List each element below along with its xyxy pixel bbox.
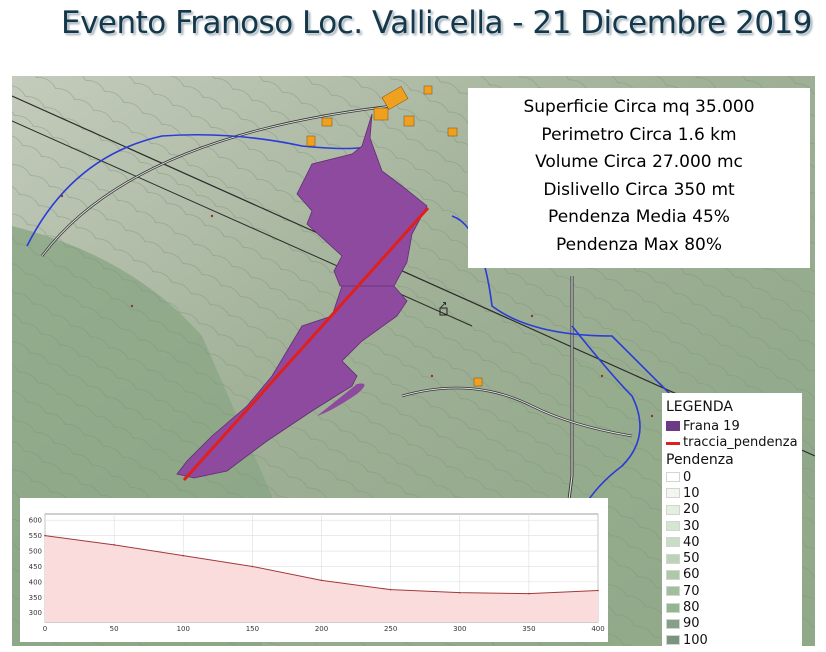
profile-point [320,579,323,582]
elevation-profile-chart: 0 50 100 150 200 250 300 350 400 300 350 400 450 500 5… [20,498,608,642]
legend-swatch-polygon [666,421,680,431]
legend-slope-class: 30 [666,518,802,534]
x-tick-label: 200 [315,625,328,633]
legend-slope-class: 40 [666,534,802,550]
legend-item-label: traccia_pendenza [683,434,798,450]
legend-slope-class: 100 [666,632,802,648]
legend-slope-class: 50 [666,550,802,566]
y-tick-label: 350 [29,594,42,602]
stat-superficie: Superficie Circa mq 35.000 [523,97,755,117]
profile-point [113,544,115,546]
x-tick-label: 350 [522,625,535,633]
profile-point [44,534,46,537]
y-tick-label: 450 [29,563,42,571]
legend-slope-swatch [666,537,680,548]
legend-slope-swatch [666,472,680,483]
x-tick-label: 0 [43,625,47,633]
x-tick-label: 250 [384,625,397,633]
svg-text:↗: ↗ [439,300,447,311]
legend-slope-label: 70 [683,583,700,599]
legend-slope-swatch [666,504,680,515]
stats-box: Superficie Circa mq 35.000 Perimetro Cir… [468,88,810,268]
slope-trace [182,206,430,482]
legend-slope-class: 70 [666,583,802,599]
legend-slope-title: Pendenza [666,452,734,468]
legend-slope-label: 60 [683,567,700,583]
legend-title: LEGENDA [666,399,733,415]
legend-slope-swatch [666,521,680,532]
legend-slope-label: 30 [683,518,700,534]
legend-slope-class: 80 [666,599,802,615]
legend-slope-classes: 0 10 20 30 40 50 60 70 80 90 100 [666,469,802,648]
legend-slope-label: 20 [683,502,700,518]
legend-slope-label: 40 [683,534,700,550]
legend-item-frana: Frana 19 [666,418,802,434]
legend-slope-swatch [666,602,680,613]
legend-slope-swatch [666,569,680,580]
x-tick-label: 100 [177,625,190,633]
y-tick-label: 300 [29,609,42,617]
legend-slope-class: 60 [666,567,802,583]
page-title: Evento Franoso Loc. Vallicella - 21 Dice… [61,5,813,41]
profile-point [458,591,461,594]
y-tick-label: 600 [29,517,42,525]
legend-slope-swatch [666,586,680,597]
stat-perimetro: Perimetro Circa 1.6 km [541,124,737,145]
y-tick-label: 500 [29,548,42,556]
profile-point [597,589,599,592]
legend-slope-label: 0 [683,469,692,485]
legend-slope-swatch [666,553,680,564]
legend-slope-swatch [666,618,680,629]
legend-slope-label: 50 [683,551,700,567]
x-tick-label: 50 [110,625,119,633]
y-tick-label: 550 [29,532,42,540]
stat-volume: Volume Circa 27.000 mc [535,152,743,172]
profile-area [45,535,598,622]
profile-point [182,554,185,557]
legend-panel: LEGENDA Frana 19 traccia_pendenza Penden… [662,393,802,648]
stat-dislivello: Dislivello Circa 350 mt [543,179,735,200]
legend-slope-class: 0 [666,469,802,485]
stat-pendenza-media: Pendenza Media 45% [548,207,730,227]
profile-svg: 0 50 100 150 200 250 300 350 400 300 350 400 450 500 5… [29,513,605,633]
legend-slope-label: 10 [683,485,700,501]
profile-point [389,588,392,591]
x-tick-label: 300 [453,625,466,633]
profile-point [528,592,530,595]
legend-slope-class: 10 [666,485,802,501]
legend-slope-label: 90 [683,616,700,632]
legend-item-traccia: traccia_pendenza [666,434,802,450]
x-tick-label: 400 [591,625,604,633]
x-tick-label: 150 [246,625,259,633]
legend-slope-label: 100 [683,632,708,648]
y-tick-label: 400 [29,578,42,586]
profile-point [251,565,254,568]
legend-slope-class: 20 [666,502,802,518]
legend-swatch-line [666,441,680,445]
landslide-polygon [176,113,428,479]
legend-slope-swatch [666,635,680,646]
legend-slope-class: 90 [666,616,802,632]
stat-pendenza-max: Pendenza Max 80% [556,234,722,255]
legend-item-label: Frana 19 [683,418,740,434]
legend-slope-swatch [666,488,680,499]
legend-slope-label: 80 [683,600,700,616]
